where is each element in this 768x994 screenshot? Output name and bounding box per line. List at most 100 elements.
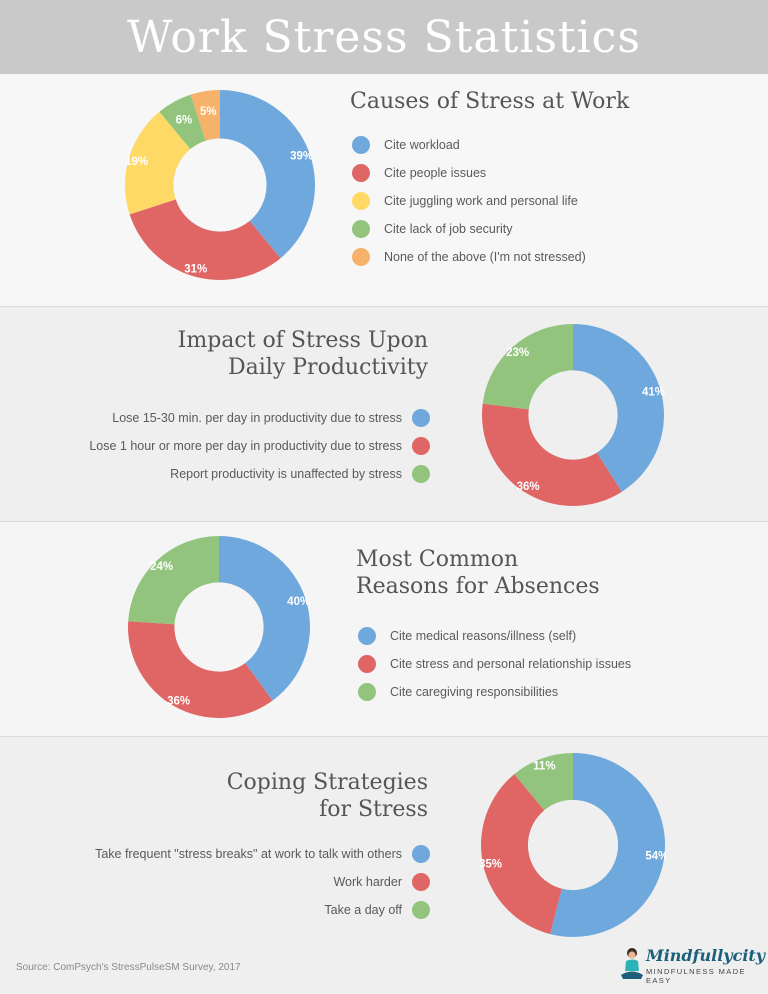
slice-label: 19% — [125, 156, 148, 168]
brand-logo: Mindfullycity MINDFULNESS MADE EASY — [620, 946, 765, 985]
legend-label: Cite caregiving responsibilities — [390, 685, 559, 699]
logo-name: Mindfullycity — [646, 946, 766, 965]
legend-label: Work harder — [333, 875, 402, 889]
legend-label: Report productivity is unaffected by str… — [170, 467, 402, 481]
section-coping: Coping Strategies for Stress Take freque… — [0, 737, 768, 994]
donut-slice — [190, 90, 220, 141]
header: Work Stress Statistics — [0, 0, 768, 74]
legend-label: Cite lack of job security — [384, 222, 513, 236]
chart-title-line: Coping Strategies — [226, 770, 428, 795]
page-title: Work Stress Statistics — [127, 11, 641, 63]
donut-chart-coping: 54% 35% 11% — [480, 753, 666, 937]
legend: Lose 15-30 min. per day in productivity … — [89, 404, 430, 488]
chart-title: Most Common Reasons for Absences — [356, 546, 600, 600]
donut-slice — [514, 753, 573, 811]
slice-label: 31% — [184, 263, 207, 275]
legend-item: Report productivity is unaffected by str… — [89, 460, 430, 488]
legend-swatch — [352, 192, 370, 210]
legend-item: Cite stress and personal relationship is… — [358, 650, 631, 678]
logo-tagline: MINDFULNESS MADE EASY — [646, 967, 746, 985]
donut-slice — [128, 536, 219, 625]
donut-slice — [573, 324, 664, 492]
donut-slice — [220, 90, 316, 259]
chart-title: Causes of Stress at Work — [350, 88, 629, 115]
chart-title-line: Causes of Stress at Work — [350, 89, 630, 114]
legend-label: Cite medical reasons/illness (self) — [390, 629, 577, 643]
slice-label: 24% — [150, 561, 173, 573]
legend-swatch — [352, 164, 370, 182]
chart-title-line: Impact of Stress Upon — [177, 328, 428, 353]
legend-item: Take a day off — [95, 896, 430, 924]
legend-swatch — [352, 248, 370, 266]
legend-swatch — [358, 683, 376, 701]
legend: Cite workload Cite people issues Cite jugg… — [352, 131, 586, 271]
donut-chart-absences: 40% 36% 24% — [128, 536, 310, 718]
chart-title-line: Most Common — [356, 547, 519, 572]
slice-label: 36% — [167, 695, 190, 707]
slice-label: 41% — [642, 387, 665, 399]
donut-chart-productivity: 41% 36% 23% — [482, 324, 665, 506]
slice-label: 39% — [290, 151, 313, 163]
chart-title-line: Reasons for Absences — [356, 574, 600, 599]
legend-item: Cite lack of job security — [352, 215, 586, 243]
legend-label: None of the above (I'm not stressed) — [384, 250, 586, 264]
donut-slice — [128, 621, 273, 718]
legend-label: Cite juggling work and personal life — [384, 194, 578, 208]
legend-label: Take frequent "stress breaks" at work to… — [95, 847, 402, 861]
legend-item: Cite people issues — [352, 159, 586, 187]
source-note: Source: ComPsych's StressPulseSM Survey,… — [16, 962, 241, 973]
slice-label: 6% — [176, 114, 193, 126]
donut-slice — [550, 753, 665, 937]
donut-slice — [481, 774, 562, 935]
legend-swatch — [358, 655, 376, 673]
legend-item: Lose 15-30 min. per day in productivity … — [89, 404, 430, 432]
legend-swatch — [412, 465, 430, 483]
legend-swatch — [352, 136, 370, 154]
legend-item: Cite medical reasons/illness (self) — [358, 622, 631, 650]
legend-label: Cite people issues — [384, 166, 487, 180]
legend: Take frequent "stress breaks" at work to… — [95, 840, 430, 924]
legend-swatch — [412, 901, 430, 919]
section-causes: Causes of Stress at Work Cite workload Ci… — [0, 74, 768, 307]
chart-title-line: Daily Productivity — [228, 355, 428, 380]
section-absences: Most Common Reasons for Absences Cite me… — [0, 522, 768, 737]
meditating-person-icon — [621, 948, 643, 979]
chart-title-line: for Stress — [319, 797, 428, 822]
legend-label: Lose 1 hour or more per day in productiv… — [89, 439, 402, 453]
slice-label: 35% — [480, 858, 502, 870]
legend-item: Take frequent "stress breaks" at work to… — [95, 840, 430, 868]
legend-swatch — [412, 437, 430, 455]
section-productivity: Impact of Stress Upon Daily Productivity… — [0, 307, 768, 522]
legend-item: Cite workload — [352, 131, 586, 159]
slice-label: 40% — [287, 596, 310, 608]
legend-item: Cite caregiving responsibilities — [358, 678, 631, 706]
legend: Cite medical reasons/illness (self) Cite … — [358, 622, 631, 706]
slice-label: 23% — [506, 347, 529, 359]
legend-swatch — [412, 409, 430, 427]
legend-item: Cite juggling work and personal life — [352, 187, 586, 215]
legend-label: Take a day off — [324, 903, 402, 917]
donut-slice — [125, 111, 191, 215]
slice-label: 11% — [533, 760, 555, 772]
chart-title: Coping Strategies for Stress — [227, 769, 428, 823]
donut-slice — [482, 403, 622, 506]
donut-slice — [159, 94, 206, 150]
legend-item: None of the above (I'm not stressed) — [352, 243, 586, 271]
legend-label: Cite workload — [384, 138, 460, 152]
legend-label: Lose 15-30 min. per day in productivity … — [112, 411, 402, 425]
legend-label: Cite stress and personal relationship is… — [390, 657, 632, 671]
slice-label: 5% — [200, 106, 217, 118]
donut-slice — [482, 324, 573, 410]
donut-chart-causes: 39% 31% 19% 6% 5% — [125, 90, 316, 280]
donut-slice — [219, 536, 310, 701]
slice-label: 54% — [645, 851, 666, 863]
donut-slice — [129, 199, 281, 280]
legend-item: Work harder — [95, 868, 430, 896]
legend-swatch — [412, 873, 430, 891]
legend-swatch — [412, 845, 430, 863]
legend-swatch — [352, 220, 370, 238]
chart-title: Impact of Stress Upon Daily Productivity — [178, 327, 428, 381]
slice-label: 36% — [517, 481, 540, 493]
legend-swatch — [358, 627, 376, 645]
legend-item: Lose 1 hour or more per day in productiv… — [89, 432, 430, 460]
